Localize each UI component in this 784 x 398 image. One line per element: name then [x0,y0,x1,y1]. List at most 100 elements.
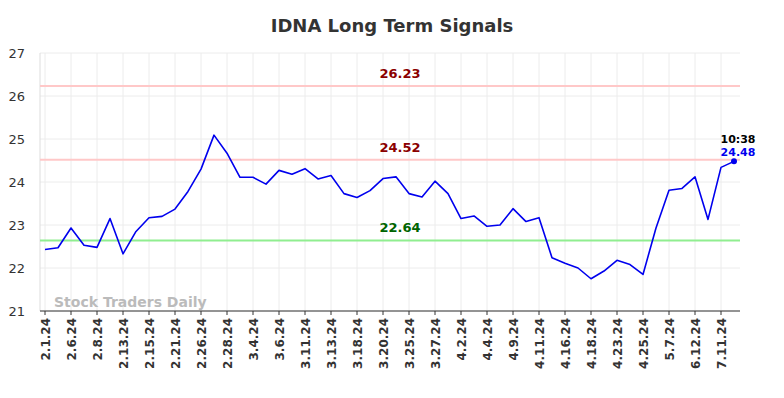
x-tick-label: 2.6.24 [65,318,79,361]
grid-line-x [253,53,254,311]
series-line [45,135,734,279]
y-tick-label: 25 [8,132,25,147]
x-tick-label: 2.8.24 [91,318,105,361]
x-tick [383,311,384,315]
chart: IDNA Long Term Signals 21 22 23 24 25 26 27 2.1.… [0,0,784,398]
grid-line-x [461,53,462,311]
reference-line [40,239,740,241]
x-tick-label: 2.15.24 [143,318,157,369]
y-tick-label: 23 [8,218,25,233]
x-tick-label: 4.16.24 [559,318,573,369]
x-tick [201,311,202,315]
x-tick [695,311,696,315]
last-time: 10:38 [720,133,755,146]
x-tick [513,311,514,315]
grid-line-x [669,53,670,311]
x-tick [45,311,46,315]
grid-line-x [721,53,722,311]
x-tick [461,311,462,315]
grid-line-x [513,53,514,311]
reference-line [40,159,740,161]
x-tick [227,311,228,315]
x-tick [175,311,176,315]
grid-line-x [409,53,410,311]
reference-line [40,85,740,87]
x-tick [71,311,72,315]
x-tick [721,311,722,315]
grid-line-x [71,53,72,311]
x-tick [253,311,254,315]
grid-line-x [695,53,696,311]
grid-line-x [383,53,384,311]
grid-line-x [45,53,46,311]
x-tick-label: 2.1.24 [39,318,53,361]
grid-line-x [331,53,332,311]
grid-line-x [305,53,306,311]
y-tick-label: 27 [8,46,25,61]
x-tick [435,311,436,315]
x-tick [591,311,592,315]
x-tick [669,311,670,315]
watermark: Stock Traders Daily [54,294,207,310]
grid-line-x [123,53,124,311]
x-axis [40,311,740,312]
x-tick-label: 2.13.24 [117,318,131,369]
grid-line-x [591,53,592,311]
x-tick-label: 3.25.24 [403,318,417,369]
x-tick-label: 4.11.24 [533,318,547,369]
x-tick-label: 4.4.24 [481,318,495,361]
grid-line-x [279,53,280,311]
x-tick [539,311,540,315]
x-tick-label: 4.18.24 [585,318,599,369]
grid-line [40,311,740,312]
y-axis [40,53,41,311]
x-tick [643,311,644,315]
y-tick-label: 24 [8,175,25,190]
x-tick [487,311,488,315]
x-tick [617,311,618,315]
grid-line [40,182,740,183]
x-tick-label: 5.7.24 [663,318,677,361]
y-tick-label: 22 [8,261,25,276]
x-tick-label: 4.2.24 [455,318,469,361]
grid-line-x [97,53,98,311]
x-tick-label: 3.18.24 [351,318,365,369]
x-tick-label: 3.6.24 [273,318,287,361]
x-tick-label: 4.9.24 [507,318,521,361]
x-tick [279,311,280,315]
reference-label: 22.64 [379,220,420,235]
x-tick-label: 2.26.24 [195,318,209,369]
x-tick-label: 3.4.24 [247,318,261,361]
x-tick [123,311,124,315]
x-tick [565,311,566,315]
x-tick-label: 6.12.24 [689,318,703,369]
x-tick-label: 2.28.24 [221,318,235,369]
x-tick [331,311,332,315]
x-tick [357,311,358,315]
title: IDNA Long Term Signals [271,15,514,36]
grid-line-x [357,53,358,311]
x-tick-label: 2.21.24 [169,318,183,369]
x-tick-label: 3.11.24 [299,318,313,369]
last-value: 24.48 [721,146,756,159]
grid-line-x [539,53,540,311]
grid-line [40,96,740,97]
y-tick-label: 26 [8,89,25,104]
x-tick-label: 7.11.24 [715,318,729,369]
x-tick [97,311,98,315]
grid-line [40,53,740,54]
grid-line-x [617,53,618,311]
x-tick-label: 3.20.24 [377,318,391,369]
x-tick-label: 4.23.24 [611,318,625,369]
reference-label: 26.23 [379,66,420,81]
x-tick [149,311,150,315]
grid-line-x [565,53,566,311]
x-tick-label: 4.25.24 [637,318,651,369]
x-tick-label: 3.27.24 [429,318,443,369]
grid-line-x [201,53,202,311]
x-tick [409,311,410,315]
y-tick-label: 21 [8,304,25,319]
grid-line-x [149,53,150,311]
x-tick-label: 3.13.24 [325,318,339,369]
grid-line-x [487,53,488,311]
